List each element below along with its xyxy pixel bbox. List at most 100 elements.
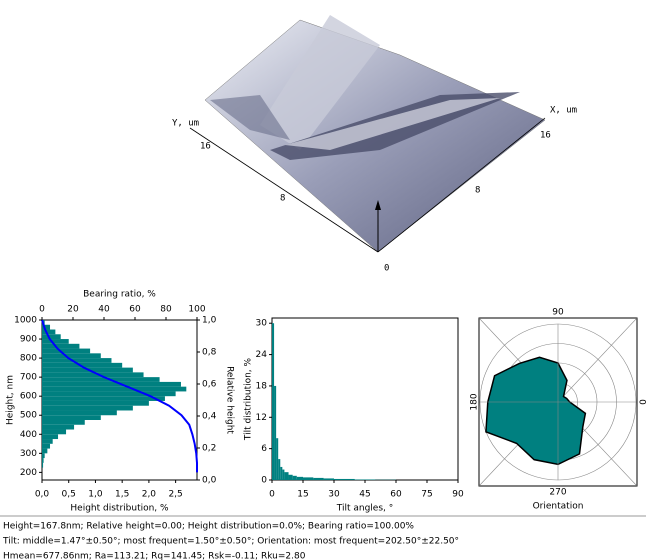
x-tick-label: 15 [297,490,308,500]
y-tick-label: 1000 [14,316,37,326]
bar [276,438,279,480]
bar [274,385,277,480]
y-tick-label: 600 [20,392,37,402]
x-tick-label: 60 [390,490,402,500]
y-tick: 8 [280,194,285,204]
status-line: Tilt: middle=1.47°±0.50°; most frequent=… [2,537,459,547]
x2-axis-title: Bearing ratio, % [83,290,156,300]
bar [42,353,101,359]
y2-tick-label: 0,6 [202,380,217,390]
x-tick-label: 45 [359,490,370,500]
y-tick-label: 200 [20,468,37,478]
bar [42,329,56,335]
x-tick-label: 1,0 [88,490,103,500]
y2-tick-label: 0,2 [202,444,216,454]
x2-tick-label: 60 [129,305,141,315]
bar [42,362,123,368]
x-tick-label: 0,5 [62,490,76,500]
bar [42,334,61,340]
bar [42,358,112,363]
bar [42,434,59,440]
angle-label: 90 [552,308,564,318]
x2-tick-label: 80 [160,305,172,315]
surface-3d [189,15,546,253]
y-tick-label: 400 [20,430,37,440]
y-axis-title: Height, nm [6,375,16,425]
bar [42,377,160,382]
y-tick-label: 0 [261,476,267,486]
bar [42,453,45,459]
bar [42,381,181,387]
bar [284,472,289,480]
y-tick-label: 24 [256,350,268,360]
status-line: Height=167.8nm; Relative height=0.00; He… [3,522,414,532]
bar [42,386,187,392]
x-tick-label: 2,0 [142,490,157,500]
bar [334,478,355,480]
bar [42,400,149,406]
bar [42,458,44,463]
bar [42,396,165,401]
bar [42,429,67,435]
bar [42,405,133,411]
x2-tick-label: 0 [39,305,45,315]
bar [323,478,334,480]
x-tick-label: 1,5 [115,490,129,500]
bar [280,466,283,480]
origin-tick: 0 [384,264,389,274]
y2-tick-label: 1,0 [202,316,217,326]
bar [296,476,303,480]
y-tick-label: 30 [256,319,268,329]
bar [313,477,324,480]
bar [42,343,80,349]
y-tick-label: 12 [256,413,267,423]
status-line: Hmean=677.86nm; Ra=113.21; Rq=141.45; Rs… [3,552,306,560]
x2-tick-label: 40 [98,305,110,315]
bar [42,462,44,468]
y-tick-label: 300 [20,449,37,459]
bar [292,475,297,480]
x-tick-label: 75 [421,490,432,500]
x2-tick-label: 20 [67,305,79,315]
bar [42,391,176,397]
y-tick-label: 6 [261,444,267,454]
bar [42,448,48,454]
x-axis-title: Tilt angles, ° [336,504,394,514]
bar [278,459,281,480]
polar-title: Orientation [533,502,584,512]
bar [288,474,293,480]
angle-label: 270 [549,488,566,498]
y-tick-label: 700 [20,373,37,383]
y-tick-label: 500 [20,411,37,421]
angle-label: 180 [470,393,480,410]
bar [42,324,51,330]
x2-tick-label: 100 [188,305,205,315]
bar [42,439,53,444]
bar [42,415,101,420]
x-tick: 16 [540,131,551,141]
bar [42,443,51,449]
y-axis-title: Tilt distribution, % [244,357,254,441]
x-tick-label: 2,5 [168,490,182,500]
y-axis-label: Y, um [172,119,199,129]
y2-tick-label: 0,0 [202,476,217,486]
bar [354,479,376,480]
bar [303,477,314,480]
bar [42,410,117,416]
y2-axis-title: Relative height [225,366,235,434]
y-tick-label: 18 [256,381,268,391]
bar [272,323,275,480]
y-tick-label: 900 [20,335,37,345]
x-axis-label: X, um [550,106,577,116]
y2-tick-label: 0,4 [202,412,217,422]
y2-tick-label: 0,8 [202,348,217,358]
x-axis-title: Height distribution, % [70,504,169,514]
bar [42,424,75,430]
bar [42,420,85,425]
bar [42,339,69,344]
bar [282,469,285,480]
y-tick: 16 [200,142,211,152]
bar [42,348,91,354]
angle-label: 0 [637,399,646,405]
